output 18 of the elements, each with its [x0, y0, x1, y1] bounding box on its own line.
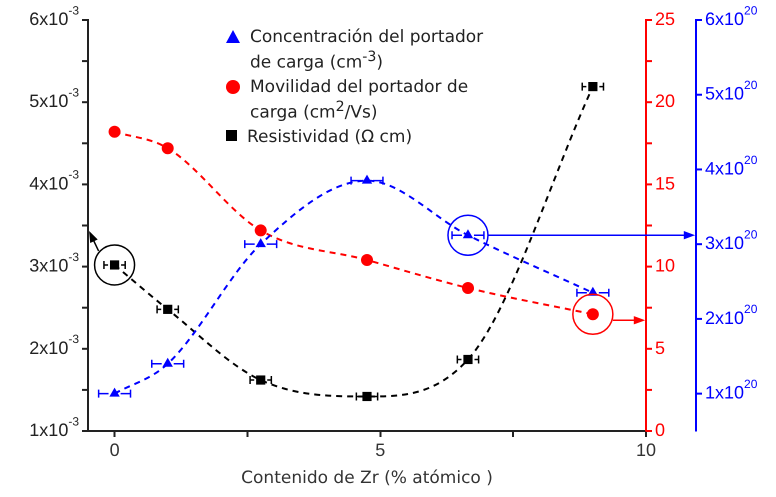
x-tick-label: 0: [110, 440, 120, 460]
point: [462, 282, 474, 294]
legend-label: Concentración del portador de carga (cm$^{-3}$): [250, 26, 484, 74]
point: [254, 224, 267, 236]
point: [361, 254, 373, 266]
y2-tick-label: 25: [655, 8, 676, 29]
y2-tick-label: 0: [655, 420, 666, 440]
point: [108, 126, 121, 138]
y2-tick-label: 5: [655, 338, 666, 358]
x-tick-label: 5: [375, 440, 386, 460]
point: [162, 142, 174, 154]
x-axis-title: Contenido de Zr (% atómico ): [241, 468, 493, 488]
legend-label: Movilidad del portador de carga (cm$^{2}$/Vs): [250, 76, 470, 124]
y2-tick-label: 10: [655, 256, 676, 276]
y2-tick-label: 20: [655, 91, 676, 112]
x-tick-label: 10: [636, 440, 656, 460]
y2-tick-label: 15: [655, 173, 676, 194]
legend-label: Resistividad (Ω cm): [247, 126, 412, 148]
